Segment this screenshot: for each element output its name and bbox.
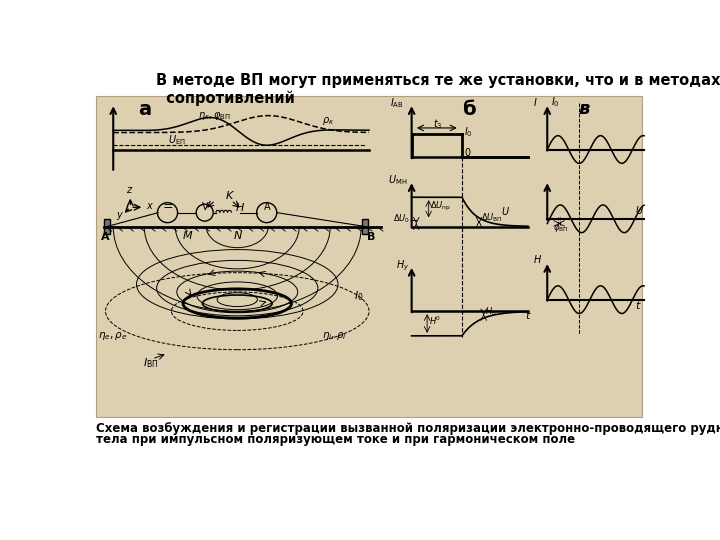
- Text: H: H: [235, 203, 244, 213]
- Text: $I_{\rm{АВ}}$: $I_{\rm{АВ}}$: [390, 96, 404, 110]
- Text: $t$: $t$: [635, 299, 642, 311]
- Text: $t_3$: $t_3$: [433, 117, 443, 131]
- Text: Схема возбуждения и регистрации вызванной поляризации электронно-проводящего руд: Схема возбуждения и регистрации вызванно…: [96, 422, 720, 435]
- Text: $\Delta U_{\rm{ВП}}$: $\Delta U_{\rm{ВП}}$: [481, 212, 503, 224]
- Text: $U_{\rm{ЕП}}$: $U_{\rm{ЕП}}$: [168, 133, 185, 147]
- Text: $\Delta U_0$: $\Delta U_0$: [393, 213, 410, 225]
- Text: а: а: [138, 100, 151, 119]
- Text: x: x: [145, 201, 151, 211]
- Text: $I_{\rm{ВП}}$: $I_{\rm{ВП}}$: [143, 356, 158, 370]
- Text: M: M: [183, 231, 193, 241]
- Text: 0: 0: [464, 147, 470, 158]
- Text: $U_{\rm{МН}}$: $U_{\rm{МН}}$: [388, 173, 408, 187]
- Text: $t$: $t$: [525, 309, 531, 321]
- Text: $I_0$: $I_0$: [551, 96, 560, 110]
- Text: $I_0$: $I_0$: [464, 126, 473, 139]
- Text: В методе ВП могут применяться те же установки, что и в методах
  сопротивлений: В методе ВП могут применяться те же уста…: [156, 72, 720, 105]
- Text: $\eta_\kappa,\varphi_{\rm{ВП}}$: $\eta_\kappa,\varphi_{\rm{ВП}}$: [199, 110, 232, 122]
- Text: б: б: [462, 100, 476, 119]
- Bar: [104, 219, 110, 234]
- Text: V: V: [202, 202, 208, 212]
- Text: z: z: [126, 185, 131, 195]
- Text: $\eta_i,\rho_i$: $\eta_i,\rho_i$: [323, 330, 347, 342]
- Text: $\rho_\kappa$: $\rho_\kappa$: [323, 114, 335, 126]
- Text: $U$: $U$: [500, 205, 510, 217]
- Text: $\Delta U_{\rm{пр}}$: $\Delta U_{\rm{пр}}$: [431, 199, 451, 213]
- Bar: [96, 96, 642, 417]
- Text: y: y: [117, 210, 122, 220]
- Text: $I_0$: $I_0$: [354, 289, 363, 303]
- Text: $H^0$: $H^0$: [428, 315, 441, 327]
- Text: A: A: [264, 202, 270, 212]
- Text: K: K: [225, 191, 233, 201]
- Text: A: A: [101, 232, 109, 242]
- Text: $H_р$: $H_р$: [485, 306, 497, 319]
- Bar: [362, 219, 368, 234]
- Text: =: =: [163, 200, 174, 213]
- Text: $\eta_e,\rho_e$: $\eta_e,\rho_e$: [98, 330, 127, 342]
- Text: $U$: $U$: [635, 204, 644, 216]
- Text: $I$: $I$: [534, 96, 538, 107]
- Text: B: B: [367, 232, 376, 242]
- Text: в: в: [578, 100, 590, 118]
- Text: $H_y$: $H_y$: [396, 259, 410, 273]
- Text: $\varphi_{\rm{ВП}}$: $\varphi_{\rm{ВП}}$: [553, 222, 568, 234]
- Text: $H$: $H$: [534, 253, 542, 266]
- Text: тела при импульсном поляризующем токе и при гармоническом поле: тела при импульсном поляризующем токе и …: [96, 433, 575, 446]
- Text: N: N: [233, 231, 242, 241]
